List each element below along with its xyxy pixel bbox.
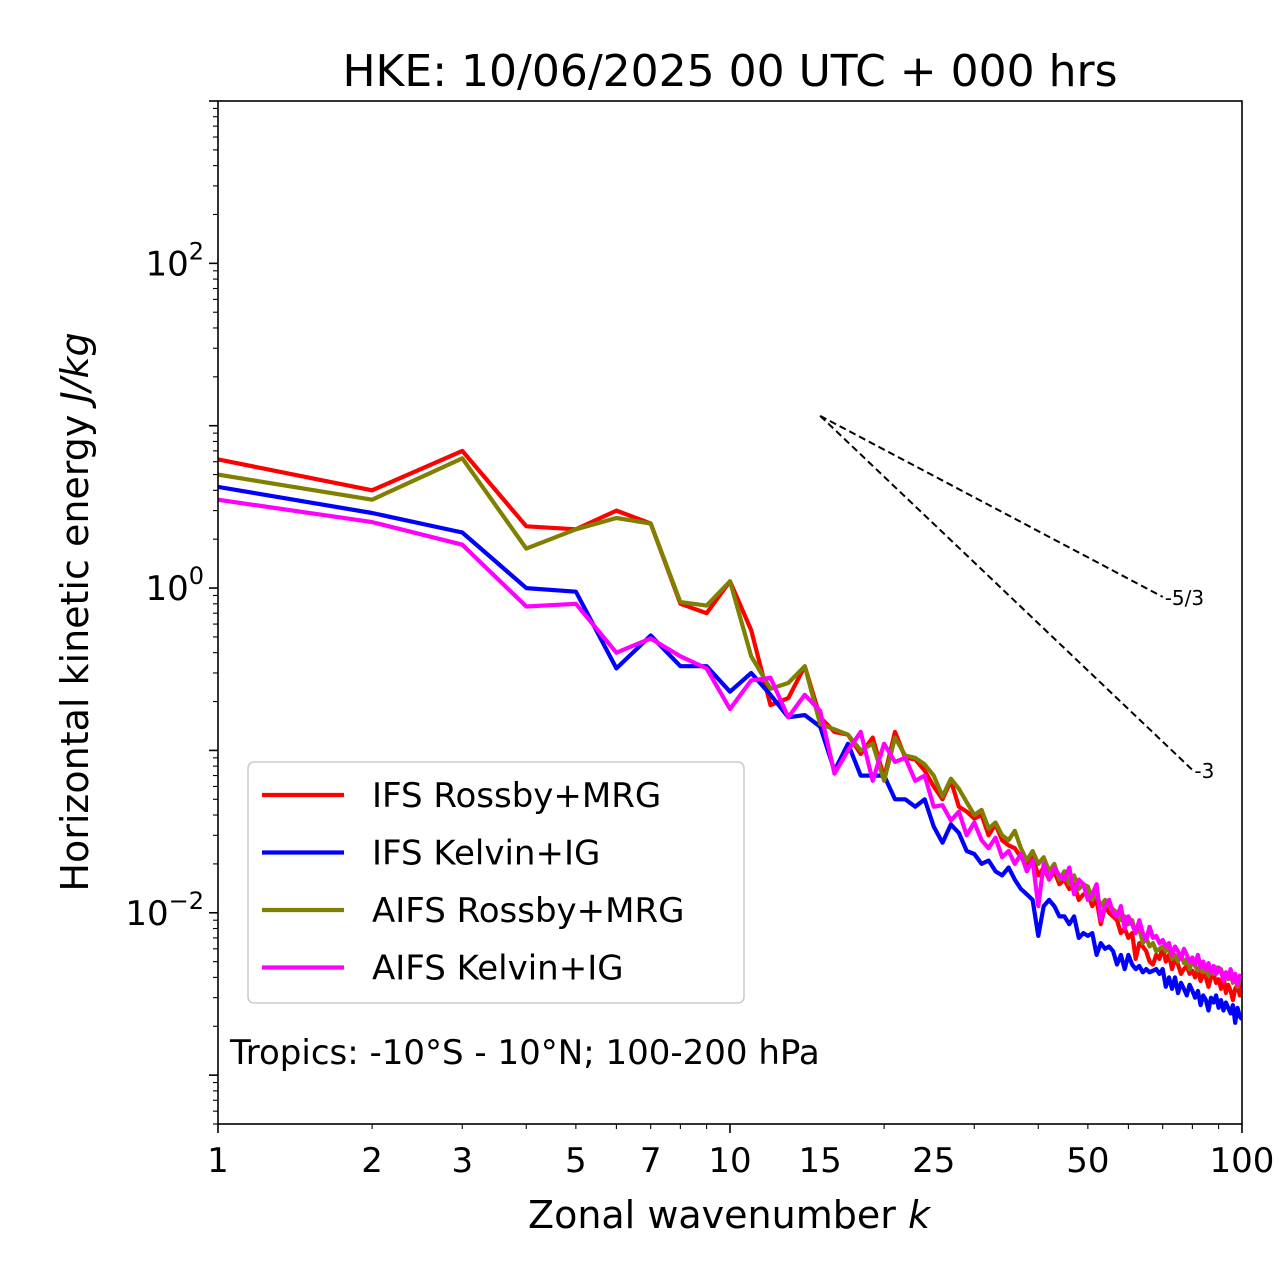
x-axis-label-text: Zonal wavenumber bbox=[528, 1193, 896, 1237]
x-axis-symbol: k bbox=[908, 1193, 932, 1237]
series-lines bbox=[218, 448, 1242, 1025]
reference-line-2 bbox=[819, 415, 1194, 771]
reference-slope-lines: -5/3 -3 bbox=[819, 414, 1214, 783]
y-axis-label: Horizontal kinetic energy J/kg bbox=[53, 332, 97, 891]
series-line-4 bbox=[218, 497, 1242, 987]
x-tick-label: 15 bbox=[799, 1141, 842, 1181]
y-axis-ticks: 10−2 100 102 bbox=[125, 100, 218, 1125]
region-annotation: Tropics: -10°S - 10°N; 100-200 hPa bbox=[229, 1033, 820, 1073]
y-tick-label: 10−2 bbox=[125, 887, 204, 934]
x-tick-label: 3 bbox=[451, 1141, 473, 1181]
x-axis-label: Zonal wavenumber k bbox=[528, 1193, 932, 1237]
svg-text:Horizontal kinetic energy J/kg: Horizontal kinetic energy J/kg bbox=[53, 332, 97, 891]
y-axis-unit: J/kg bbox=[53, 332, 97, 409]
reference-line-1 bbox=[819, 414, 1164, 598]
legend: IFS Rossby+MRG IFS Kelvin+IG AIFS Rossby+M… bbox=[247, 761, 745, 1004]
y-axis-label-text: Horizontal kinetic energy bbox=[53, 415, 97, 892]
reference-line-label-2: -3 bbox=[1194, 759, 1214, 783]
svg-text:Zonal wavenumber k: Zonal wavenumber k bbox=[528, 1193, 932, 1237]
legend-box bbox=[247, 761, 745, 1004]
chart-title: HKE: 10/06/2025 00 UTC + 000 hrs bbox=[342, 46, 1117, 97]
legend-label-4: AIFS Kelvin+IG bbox=[372, 949, 624, 989]
x-tick-label: 5 bbox=[565, 1141, 587, 1181]
x-tick-label: 50 bbox=[1066, 1141, 1109, 1181]
series-line-2 bbox=[218, 484, 1242, 1025]
y-tick-label: 100 bbox=[145, 562, 204, 609]
legend-label-2: IFS Kelvin+IG bbox=[372, 834, 600, 874]
x-tick-label: 25 bbox=[912, 1141, 955, 1181]
x-tick-label: 1 bbox=[207, 1141, 229, 1181]
reference-line-label-1: -5/3 bbox=[1165, 586, 1204, 610]
x-tick-label: 7 bbox=[640, 1141, 662, 1181]
x-tick-label: 10 bbox=[708, 1141, 751, 1181]
x-axis-ticks: 1 2 3 5 7 10 15 25 50 100 bbox=[207, 1124, 1274, 1181]
x-tick-label: 100 bbox=[1210, 1141, 1275, 1181]
plot-frame bbox=[217, 100, 1243, 1125]
legend-label-3: AIFS Rossby+MRG bbox=[372, 891, 684, 931]
x-tick-label: 2 bbox=[361, 1141, 383, 1181]
y-tick-label: 102 bbox=[145, 237, 204, 284]
legend-label-1: IFS Rossby+MRG bbox=[372, 776, 661, 816]
